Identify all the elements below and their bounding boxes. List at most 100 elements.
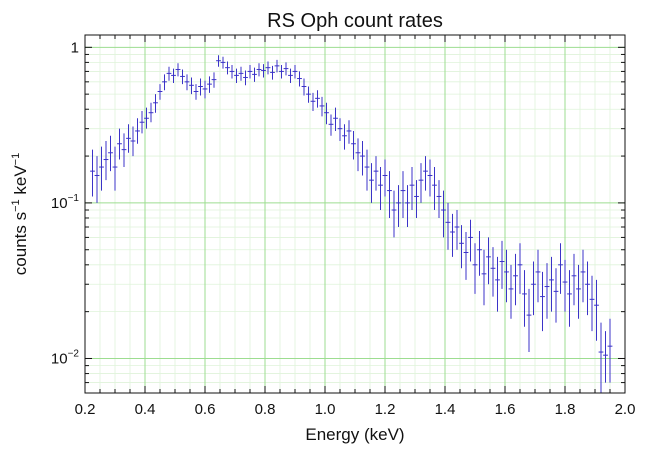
data-point — [391, 190, 397, 238]
data-point — [414, 180, 419, 218]
data-point — [315, 90, 320, 108]
data-point — [445, 202, 451, 250]
data-point — [135, 118, 140, 144]
data-point — [369, 163, 374, 203]
data-point — [274, 59, 280, 73]
data-point — [225, 61, 230, 75]
data-point — [504, 249, 509, 303]
data-point — [144, 107, 149, 129]
data-point — [603, 331, 608, 383]
data-point — [558, 243, 563, 294]
x-axis-ticks: 0.2 0.4 0.6 0.8 1.0 1.2 1.4 1.6 1.8 2.0 — [75, 35, 635, 418]
data-point — [288, 68, 293, 83]
data-point — [567, 270, 572, 327]
data-point — [513, 253, 518, 306]
data-point — [270, 65, 275, 80]
data-point — [297, 71, 302, 87]
data-point — [423, 156, 428, 191]
data-point — [265, 61, 271, 75]
data-point — [229, 64, 235, 79]
x-tick-label: 1.0 — [315, 401, 336, 418]
data-point — [90, 149, 95, 197]
data-point — [522, 270, 527, 327]
data-point — [252, 67, 257, 82]
data-point — [121, 133, 127, 168]
x-tick-label: 1.8 — [555, 401, 576, 418]
data-point — [405, 185, 410, 228]
data-point — [378, 167, 383, 211]
x-tick-label: 0.8 — [255, 401, 276, 418]
data-point — [463, 232, 469, 280]
y-axis-label-exp2: −1 — [10, 153, 22, 166]
data-point — [531, 261, 536, 316]
data-point — [441, 190, 446, 238]
data-point — [585, 261, 590, 316]
data-point — [490, 247, 496, 297]
data-point — [580, 249, 586, 303]
data-point — [549, 256, 554, 312]
data-point — [396, 185, 401, 228]
data-point — [459, 225, 464, 269]
data-point — [387, 171, 392, 218]
data-point — [256, 63, 262, 77]
data-point — [382, 159, 388, 197]
data-point — [508, 264, 514, 319]
y-tick-label-exp: −2 — [68, 348, 80, 359]
data-point — [202, 80, 208, 99]
data-point — [94, 156, 100, 203]
data-point — [166, 66, 172, 81]
x-tick-label: 0.2 — [75, 401, 96, 418]
data-point — [216, 55, 221, 67]
data-point — [220, 56, 226, 69]
data-point — [184, 74, 190, 91]
data-point — [342, 124, 347, 150]
data-point — [103, 140, 109, 181]
data-point — [243, 70, 248, 86]
data-point — [346, 120, 352, 144]
grid — [84, 35, 626, 393]
data-point — [193, 84, 199, 100]
data-point — [436, 180, 442, 218]
data-point — [301, 78, 307, 96]
y-tick-label-base: 10 — [51, 350, 68, 367]
y-tick-label-base: 1 — [71, 39, 79, 56]
data-point — [175, 63, 181, 77]
x-tick-label: 0.4 — [135, 401, 156, 418]
data-point — [571, 253, 577, 306]
data-point — [238, 66, 244, 81]
y-tick-label-exp: −1 — [68, 193, 80, 204]
data-point — [247, 64, 253, 79]
data-point — [319, 96, 325, 117]
data-point — [148, 102, 154, 123]
data-point — [432, 167, 437, 211]
data-point — [481, 249, 487, 306]
data-point — [373, 156, 379, 191]
data-point — [409, 167, 415, 211]
y-axis-label: counts s−1 keV−1 — [10, 153, 30, 275]
data-point — [499, 240, 505, 289]
data-point — [594, 279, 599, 341]
data-point — [279, 64, 284, 79]
data-point — [540, 271, 545, 332]
data-point — [400, 171, 406, 218]
data-point — [364, 149, 370, 191]
data-point — [607, 318, 613, 383]
x-tick-label: 1.6 — [495, 401, 516, 418]
data-point — [486, 237, 491, 285]
y-tick-label: 10−2 — [51, 348, 80, 367]
data-point — [292, 64, 298, 79]
x-tick-label: 1.4 — [435, 401, 456, 418]
data-point — [130, 126, 136, 157]
data-point — [517, 243, 523, 294]
data-point — [328, 114, 334, 136]
y-axis-label-base: counts s — [11, 212, 30, 275]
data-point — [450, 213, 455, 257]
data-points — [90, 55, 613, 393]
data-point — [157, 84, 163, 100]
data-point — [189, 77, 194, 95]
data-point — [589, 275, 595, 332]
x-tick-label: 0.6 — [195, 401, 216, 418]
data-point — [454, 210, 460, 250]
data-point — [324, 102, 329, 125]
